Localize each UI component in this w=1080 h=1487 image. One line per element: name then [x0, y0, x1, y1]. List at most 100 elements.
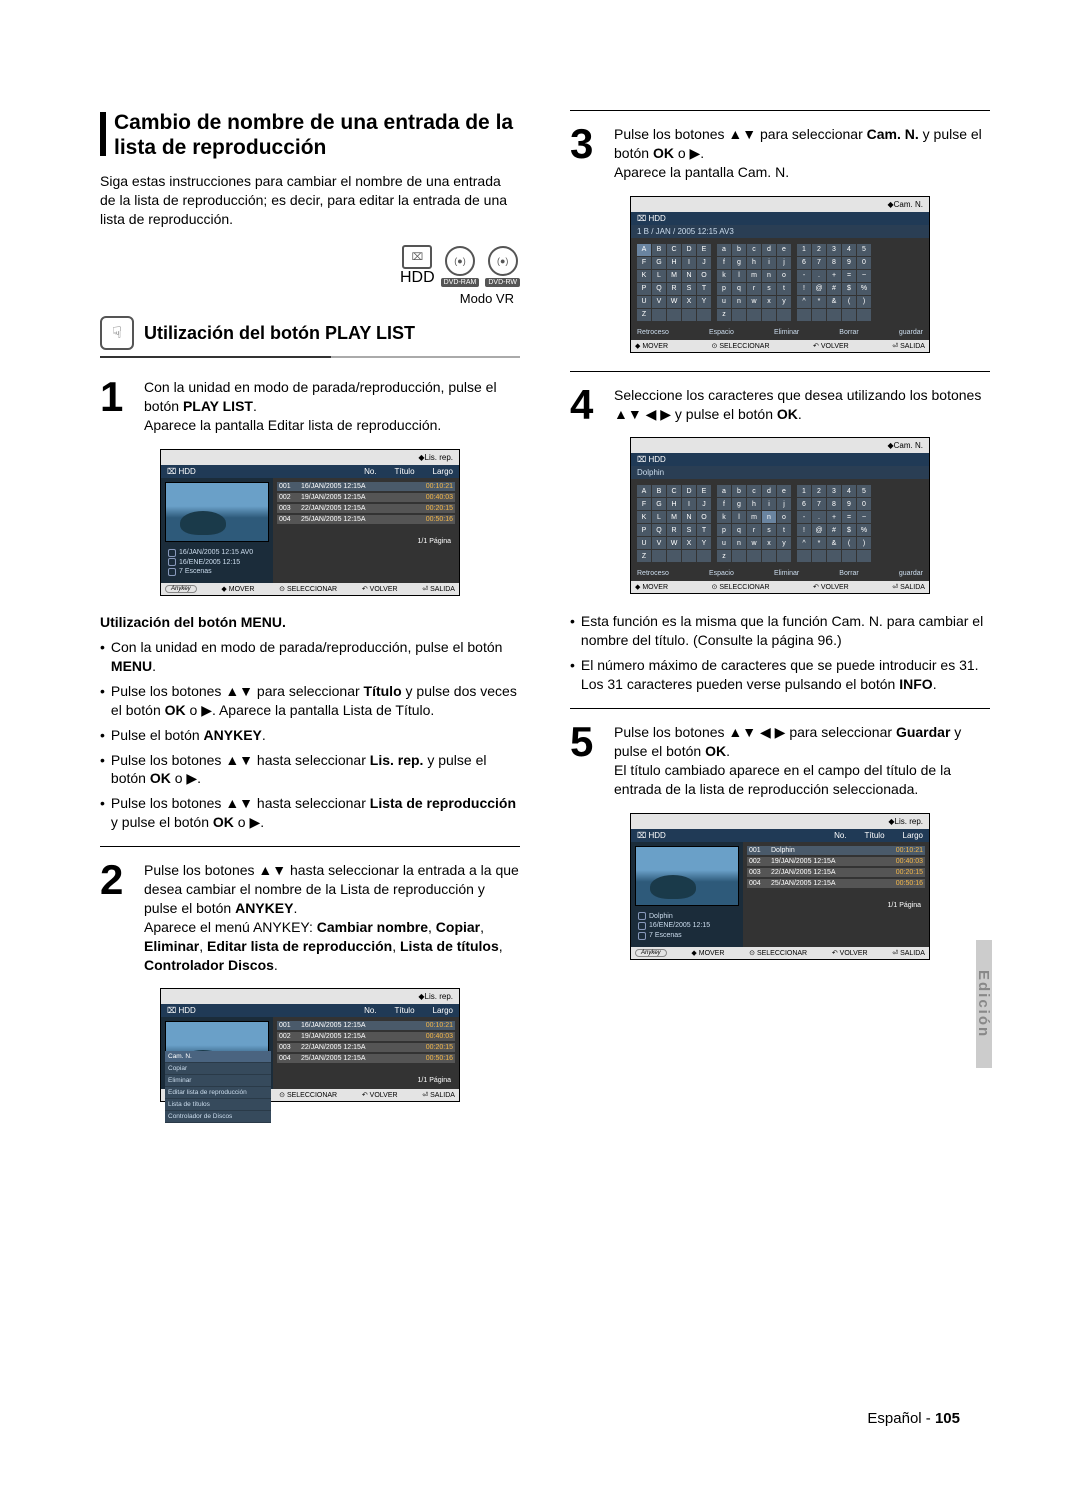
ftr-item: VOLVER — [370, 586, 398, 593]
key: . — [812, 270, 826, 282]
key: 6 — [797, 498, 811, 510]
key: ) — [857, 296, 871, 308]
key: Z — [637, 550, 651, 562]
key: 9 — [842, 257, 856, 269]
text: Aparece la pantalla Cam. N. — [614, 164, 789, 180]
divider — [570, 371, 990, 372]
screen-title: Cam. N. — [894, 200, 923, 209]
kb-btn: Borrar — [839, 329, 858, 336]
text-bold: Lis. rep. — [370, 752, 424, 768]
key: j — [777, 257, 791, 269]
text-bold: OK — [653, 145, 674, 161]
ftr-item: SALIDA — [430, 1092, 455, 1099]
col-no: No. — [364, 1006, 376, 1015]
text-bold: Controlador Discos — [144, 957, 274, 973]
text-bold: MENU — [111, 658, 152, 674]
text: o ▶. — [171, 770, 201, 786]
key: G — [652, 257, 666, 269]
divider — [100, 356, 520, 358]
right-column: 3 Pulse los botones ▲▼ para seleccionar … — [570, 110, 990, 1120]
ftr-item: SALIDA — [900, 343, 925, 350]
key: t — [777, 283, 791, 295]
col-len: Largo — [433, 467, 453, 476]
kb-btn: Espacio — [709, 570, 734, 577]
text-bold: INFO — [899, 676, 932, 692]
screen-title: Cam. N. — [894, 441, 923, 450]
key: c — [747, 244, 761, 256]
key: ( — [842, 537, 856, 549]
step-1: 1 Con la unidad en modo de parada/reprod… — [100, 378, 520, 435]
kb-btn: Eliminar — [774, 570, 799, 577]
key: 1 — [797, 244, 811, 256]
key: + — [827, 511, 841, 523]
key: q — [732, 283, 746, 295]
key: @ — [812, 283, 826, 295]
ftr-item: MOVER — [642, 584, 668, 591]
key: X — [682, 537, 696, 549]
meta: Dolphin — [649, 912, 673, 922]
text: Pulse los botones ▲▼ hasta seleccionar — [111, 795, 370, 811]
key: T — [697, 524, 711, 536]
page-footer: Español - 105 — [867, 1410, 960, 1427]
key: @ — [812, 524, 826, 536]
key: N — [682, 511, 696, 523]
key: r — [747, 524, 761, 536]
key: h — [747, 257, 761, 269]
key: R — [667, 524, 681, 536]
kb-lower: abcdefghijklmnopqrstunwxyz — [717, 485, 791, 562]
key: i — [762, 257, 776, 269]
key: X — [682, 296, 696, 308]
key — [842, 309, 856, 321]
key: ^ — [797, 537, 811, 549]
step-text: Pulse los botones ▲▼ hasta seleccionar l… — [144, 861, 520, 974]
key: Z — [637, 309, 651, 321]
kb-btn: Retroceso — [637, 570, 669, 577]
kb-upper: ABCDEFGHIJKLMNOPQRSTUVWXYZ — [637, 485, 711, 562]
kb-btn: Borrar — [839, 570, 858, 577]
key: # — [827, 524, 841, 536]
key — [762, 550, 776, 562]
key: R — [667, 283, 681, 295]
key: Y — [697, 537, 711, 549]
hand-icon: ☟ — [100, 316, 134, 350]
key — [842, 550, 856, 562]
key: K — [637, 511, 651, 523]
key: 3 — [827, 244, 841, 256]
ftr-item: SALIDA — [430, 586, 455, 593]
key: x — [762, 296, 776, 308]
key: O — [697, 270, 711, 282]
text-bold: Cam. N. — [867, 126, 919, 142]
key: P — [637, 283, 651, 295]
ftr-item: SELECCIONAR — [287, 1092, 337, 1099]
key: $ — [842, 283, 856, 295]
key: l — [732, 270, 746, 282]
key: ~ — [857, 270, 871, 282]
key: x — [762, 537, 776, 549]
key — [797, 550, 811, 562]
text-bold: Guardar — [896, 724, 950, 740]
screen-title: Lis. rep. — [895, 817, 923, 826]
key: U — [637, 296, 651, 308]
key: q — [732, 524, 746, 536]
key: d — [762, 485, 776, 497]
text-bold: Lista de títulos — [400, 938, 499, 954]
kb-btn: guardar — [899, 570, 923, 577]
key: m — [747, 511, 761, 523]
key — [682, 550, 696, 562]
text-bold: OK — [165, 702, 186, 718]
anykey-label: Anykey — [165, 585, 197, 593]
ftr-item: MOVER — [699, 950, 725, 957]
key: l — [732, 511, 746, 523]
text-bold: Editar lista de reproducción — [207, 938, 392, 954]
key: P — [637, 524, 651, 536]
key: 2 — [812, 485, 826, 497]
key: f — [717, 257, 731, 269]
menu-item: Eliminar — [165, 1075, 271, 1087]
hdd-icon: ⌧ HDD — [400, 245, 435, 287]
text: , — [499, 938, 503, 954]
col-title: Título — [395, 1006, 415, 1015]
text: . — [726, 743, 730, 759]
text: o ▶. — [234, 814, 264, 830]
list-row: 00219/JAN/2005 12:15A00:40:03 — [277, 493, 455, 502]
menu-item: Lista de títulos — [165, 1099, 271, 1111]
